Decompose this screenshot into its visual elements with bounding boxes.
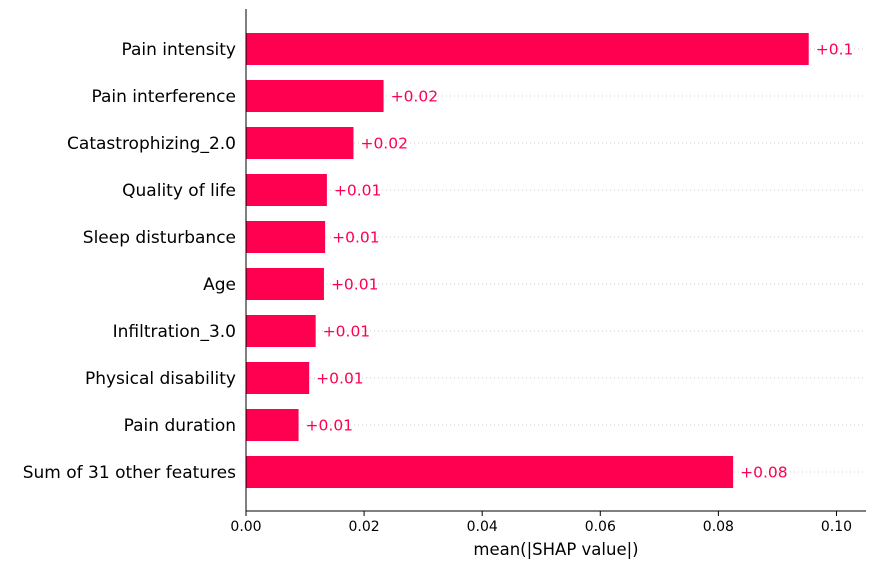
bar — [246, 80, 384, 112]
category-label: Pain duration — [124, 416, 236, 436]
bar — [246, 221, 326, 253]
value-label: +0.1 — [816, 41, 854, 59]
bar — [246, 456, 734, 488]
x-axis-title: mean(|SHAP value|) — [473, 540, 638, 559]
category-label: Pain interference — [91, 87, 236, 107]
row-guides — [246, 48, 866, 473]
x-tick-label: 0.04 — [467, 519, 498, 535]
bar — [246, 127, 354, 159]
value-label: +0.01 — [316, 370, 364, 388]
category-label: Catastrophizing_2.0 — [67, 134, 236, 154]
bars — [246, 33, 809, 488]
bar — [246, 362, 310, 394]
category-label: Physical disability — [85, 369, 236, 389]
bar — [246, 174, 327, 206]
x-tick-label: 0.08 — [703, 519, 734, 535]
value-label: +0.01 — [323, 323, 371, 341]
value-label: +0.02 — [360, 135, 408, 153]
value-label: +0.01 — [332, 229, 380, 247]
bar — [246, 33, 809, 65]
value-label: +0.01 — [331, 276, 379, 294]
x-tick-label: 0.02 — [349, 519, 380, 535]
category-labels: Pain intensity Pain interference Catastrop… — [23, 40, 236, 483]
x-tick-label: 0.10 — [821, 519, 852, 535]
axes: 0.00 0.02 0.04 0.06 0.08 0.10 — [230, 9, 866, 535]
bar — [246, 409, 299, 441]
bar — [246, 315, 316, 347]
value-label: +0.08 — [740, 464, 788, 482]
x-tick-label: 0.00 — [230, 519, 261, 535]
value-label: +0.01 — [306, 417, 354, 435]
category-label: Infiltration_3.0 — [113, 322, 236, 342]
value-labels: +0.1 +0.02 +0.02 +0.01 +0.01 +0.01 +0.01 +0.01 +… — [306, 41, 854, 482]
x-tick-label: 0.06 — [585, 519, 616, 535]
value-label: +0.01 — [334, 182, 382, 200]
category-label: Sleep disturbance — [83, 228, 236, 248]
category-label: Pain intensity — [121, 40, 236, 60]
category-label: Sum of 31 other features — [23, 463, 236, 483]
category-label: Quality of life — [122, 181, 236, 201]
category-label: Age — [203, 275, 236, 295]
bar — [246, 268, 324, 300]
value-label: +0.02 — [391, 88, 439, 106]
